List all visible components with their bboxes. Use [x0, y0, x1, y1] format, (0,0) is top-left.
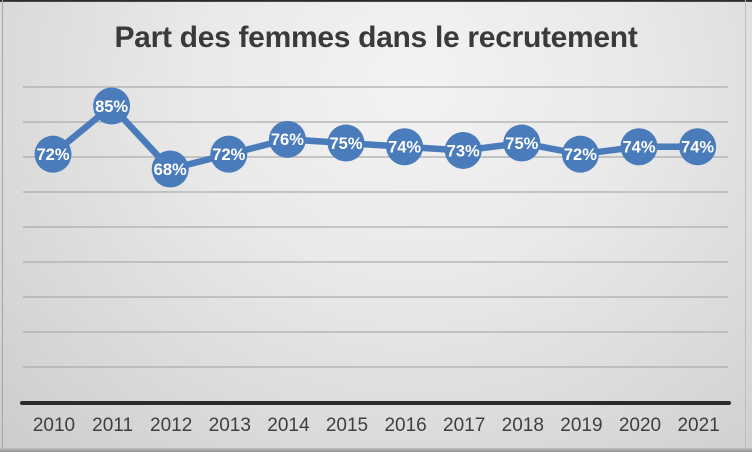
data-point-label: 72% [564, 146, 597, 164]
data-point-label: 85% [95, 98, 128, 116]
x-axis-tick-label: 2012 [150, 415, 192, 436]
data-point-label: 72% [36, 146, 69, 164]
data-point-label: 75% [329, 135, 362, 153]
data-line [49, 102, 701, 173]
data-point-marker [93, 87, 131, 125]
data-point-label: 74% [622, 139, 655, 157]
data-point-marker [679, 128, 717, 166]
x-axis-tick-label: 2018 [502, 415, 544, 436]
data-point-marker [561, 135, 599, 173]
x-axis-tick-label: 2020 [619, 415, 661, 436]
data-point-label: 73% [447, 142, 480, 160]
x-axis-tick-label: 2019 [560, 415, 602, 436]
data-point-label: 74% [388, 139, 421, 157]
slide-edge-top [0, 0, 752, 2]
slide-edge-left [2, 0, 3, 452]
slide-edge-right [745, 0, 746, 452]
x-axis-tick-label: 2017 [443, 415, 485, 436]
x-axis-tick-label: 2011 [92, 415, 133, 436]
x-axis-tick-label: 2015 [326, 415, 368, 436]
x-axis-tick-label: 2016 [384, 415, 426, 436]
data-point-label: 68% [154, 161, 187, 179]
data-point-marker [210, 135, 248, 173]
slide-edge-bottom [0, 448, 752, 452]
data-point-label: 76% [271, 131, 304, 149]
x-axis-tick-label: 2010 [33, 415, 75, 436]
data-point-marker [151, 150, 189, 188]
data-point-label: 75% [505, 135, 538, 153]
x-axis-tick-label: 2013 [209, 415, 251, 436]
chart-title: Part des femmes dans le recrutement [114, 21, 638, 54]
x-axis-tick-label: 2021 [677, 415, 719, 436]
data-point-marker [268, 120, 306, 158]
data-point-marker [386, 128, 424, 166]
x-axis-tick-label: 2014 [267, 415, 310, 436]
data-point-marker [444, 131, 482, 169]
data-point-label: 72% [212, 146, 245, 164]
data-point-marker [327, 124, 365, 162]
data-point-label: 74% [681, 139, 714, 157]
data-point-marker [620, 128, 658, 166]
data-point-marker [34, 135, 72, 173]
data-point-marker [503, 124, 541, 162]
